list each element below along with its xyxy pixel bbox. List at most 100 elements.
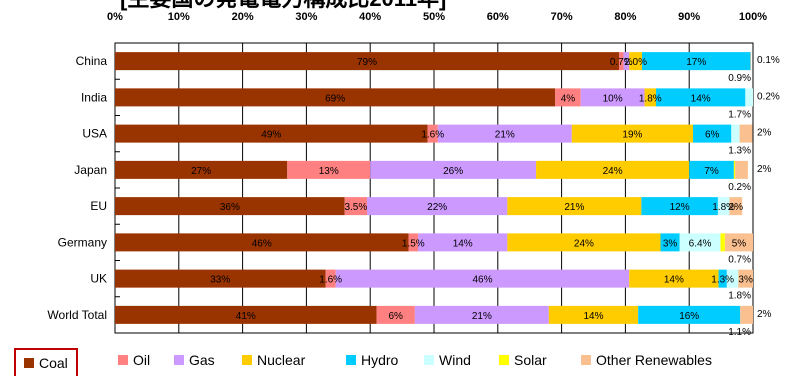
data-label: 41% (236, 311, 256, 322)
chart-title-fragment: [主要国の発電電力構成比2011年] (120, 0, 446, 11)
legend-label: Oil (133, 352, 151, 368)
data-label: 14% (583, 311, 603, 322)
bar-segment-wind (731, 124, 740, 143)
data-label: 4% (561, 93, 576, 104)
data-label: 7% (704, 166, 719, 177)
bar-segment-oil (376, 305, 415, 324)
x-tick-label: 80% (614, 11, 636, 23)
data-label: 6% (388, 311, 403, 322)
bar-segment-hydro (638, 305, 741, 324)
bar-segment-hydro (689, 160, 734, 179)
legend-swatch (174, 355, 184, 365)
data-label: 10% (603, 93, 623, 104)
outside-data-label: 0.1% (757, 55, 780, 66)
bar-segment-coal (115, 124, 428, 143)
outside-data-label: 0.2% (757, 91, 780, 102)
data-label: 16% (679, 311, 699, 322)
data-label: 2.0% (624, 57, 647, 68)
outside-data-label: 2% (757, 128, 772, 139)
data-label: 21% (495, 130, 515, 141)
data-label: 21% (472, 311, 492, 322)
bar-segment-coal (115, 269, 326, 288)
bar-segment-gas (580, 88, 645, 107)
category-label: China (76, 54, 108, 68)
legend-item-coal: Coal (14, 348, 78, 376)
data-label: 21% (564, 202, 584, 213)
x-tick-label: 30% (295, 11, 317, 23)
bar-segment-hydro (693, 124, 732, 143)
data-label: 46% (252, 238, 272, 249)
legend: Coal Oil Gas Nuclear Hydro Wind Solar Other Ren… (14, 346, 794, 376)
bar-segment-other-renewables (738, 269, 753, 288)
x-tick-label: 50% (423, 11, 445, 23)
legend-item-oil: Oil (118, 350, 150, 370)
x-tick-label: 100% (739, 11, 767, 23)
data-label: 13% (319, 166, 339, 177)
bar-segment-oil (325, 269, 336, 288)
bar-segment-coal (115, 160, 288, 179)
data-label: 46% (472, 275, 492, 286)
data-label: 3% (663, 238, 678, 249)
legend-item-other-renewables: Other Renewables (581, 350, 712, 370)
data-label: 1.8% (639, 93, 662, 104)
below-data-label: 1.7% (728, 109, 751, 120)
data-label: 1.8% (712, 202, 735, 213)
x-tick-label: 20% (232, 11, 254, 23)
legend-label: Hydro (361, 352, 399, 368)
category-label: USA (82, 127, 107, 141)
category-label: India (81, 90, 107, 104)
bar-segment-gas (623, 52, 630, 71)
below-data-label: 1.8% (728, 291, 751, 302)
category-label: World Total (47, 308, 107, 322)
legend-item-solar: Solar (499, 350, 547, 370)
data-label: 3.5% (344, 202, 367, 213)
bar-segment-wind (745, 88, 753, 107)
category-label: Germany (58, 235, 107, 249)
legend-swatch (581, 355, 591, 365)
data-label: 1.6% (421, 130, 444, 141)
bar-segment-gas (367, 197, 508, 216)
data-label: 14% (664, 275, 684, 286)
category-label: UK (90, 272, 107, 286)
bar-segment-gas (437, 124, 572, 143)
legend-label: Gas (189, 352, 215, 368)
bar-segment-nuclear (507, 233, 661, 252)
below-data-label: 1.3% (728, 146, 751, 157)
data-label: 12% (670, 202, 690, 213)
data-label: 0.7% (610, 57, 633, 68)
bar-segment-oil (287, 160, 371, 179)
legend-swatch (424, 355, 434, 365)
x-tick-label: 40% (359, 11, 381, 23)
legend-swatch (499, 355, 509, 365)
outside-data-label: 2% (757, 309, 772, 320)
data-label: 19% (622, 130, 642, 141)
below-data-label: 0.2% (728, 182, 751, 193)
data-label: 14% (691, 93, 711, 104)
data-label: 49% (261, 130, 281, 141)
data-label: 3% (738, 275, 753, 286)
x-tick-label: 0% (107, 11, 123, 23)
data-label: 27% (191, 166, 211, 177)
legend-label: Solar (514, 352, 547, 368)
data-label: 26% (443, 166, 463, 177)
bar-segment-oil (619, 52, 624, 71)
bar-segment-coal (115, 305, 377, 324)
bar-segment-hydro (641, 197, 718, 216)
data-label: 36% (220, 202, 240, 213)
legend-label: Wind (439, 352, 471, 368)
legend-label: Coal (39, 355, 68, 371)
data-label: 1.5% (402, 238, 425, 249)
legend-swatch (346, 355, 356, 365)
bar-segment-other-renewables (740, 305, 753, 324)
legend-label: Other Renewables (596, 352, 712, 368)
bar-segment-hydro (660, 233, 680, 252)
x-tick-label: 60% (487, 11, 509, 23)
legend-swatch (242, 355, 252, 365)
below-data-label: 0.7% (728, 254, 751, 265)
data-label: 1.6% (319, 275, 342, 286)
data-label: 22% (427, 202, 447, 213)
data-label: 5% (732, 238, 747, 249)
bar-segment-solar (733, 160, 736, 179)
bar-segment-oil (408, 233, 419, 252)
data-label: 6.4% (689, 238, 712, 249)
